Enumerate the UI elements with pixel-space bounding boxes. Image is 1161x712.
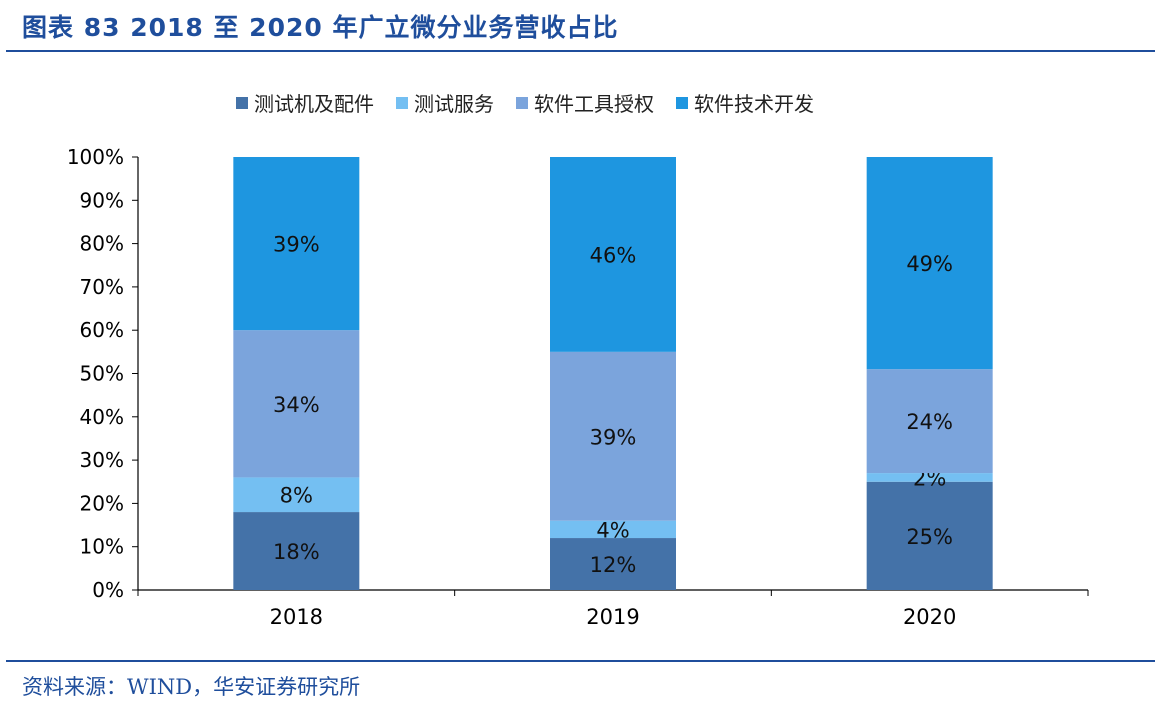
bar-segment [233, 330, 360, 478]
y-tick-label: 100% [67, 145, 124, 169]
legend: 测试机及配件 测试服务 软件工具授权 软件技术开发 [236, 88, 814, 117]
legend-item: 软件工具授权 [516, 88, 654, 117]
y-tick-label: 0% [92, 578, 124, 602]
bar-segment [866, 369, 993, 474]
data-label: 24% [906, 410, 953, 434]
bar-segment [233, 157, 360, 331]
data-label: 39% [590, 425, 637, 449]
legend-label: 软件工具授权 [534, 92, 654, 116]
y-tick-label: 80% [80, 232, 124, 256]
y-tick-label: 90% [80, 188, 124, 212]
y-tick-label: 30% [80, 448, 124, 472]
legend-swatch [516, 96, 528, 109]
bar-segment [550, 157, 676, 352]
legend-item: 测试机及配件 [236, 88, 374, 117]
source-note: 资料来源：WIND，华安证券研究所 [22, 675, 361, 699]
data-label: 25% [906, 525, 953, 549]
bar-segment [233, 477, 360, 513]
title-divider [6, 50, 1155, 52]
bar-segment [550, 351, 676, 521]
y-tick-label: 60% [80, 318, 124, 342]
x-tick-label: 2019 [586, 605, 639, 629]
data-label: 12% [590, 553, 637, 577]
legend-swatch [396, 96, 408, 109]
y-tick-label: 70% [80, 275, 124, 299]
data-label: 18% [273, 540, 320, 564]
y-tick-label: 40% [80, 405, 124, 429]
data-label: 4% [596, 518, 629, 542]
bar-segment [866, 473, 993, 482]
data-label: 39% [273, 233, 320, 257]
bar-segment [866, 157, 993, 370]
bar-segment [550, 538, 676, 590]
bar-segment [233, 512, 360, 590]
bar-segment [550, 520, 676, 539]
y-tick-label: 20% [80, 491, 124, 515]
data-label: 34% [273, 393, 320, 417]
legend-label: 测试机及配件 [254, 92, 374, 116]
data-label: 49% [906, 252, 953, 276]
legend-item: 测试服务 [396, 88, 494, 117]
x-tick-label: 2018 [270, 605, 323, 629]
chart-title: 图表 83 2018 至 2020 年广立微分业务营收占比 [22, 13, 619, 42]
y-tick-label: 10% [80, 535, 124, 559]
data-label: 8% [280, 484, 313, 508]
legend-swatch [236, 96, 248, 109]
x-tick-label: 2020 [903, 605, 956, 629]
legend-label: 软件技术开发 [694, 92, 814, 116]
bar-segment [866, 481, 993, 590]
legend-swatch [676, 96, 688, 109]
source-divider [6, 660, 1155, 662]
data-label: 46% [590, 243, 637, 267]
y-tick-label: 50% [80, 362, 124, 386]
legend-item: 软件技术开发 [676, 88, 814, 117]
legend-label: 测试服务 [414, 92, 494, 116]
